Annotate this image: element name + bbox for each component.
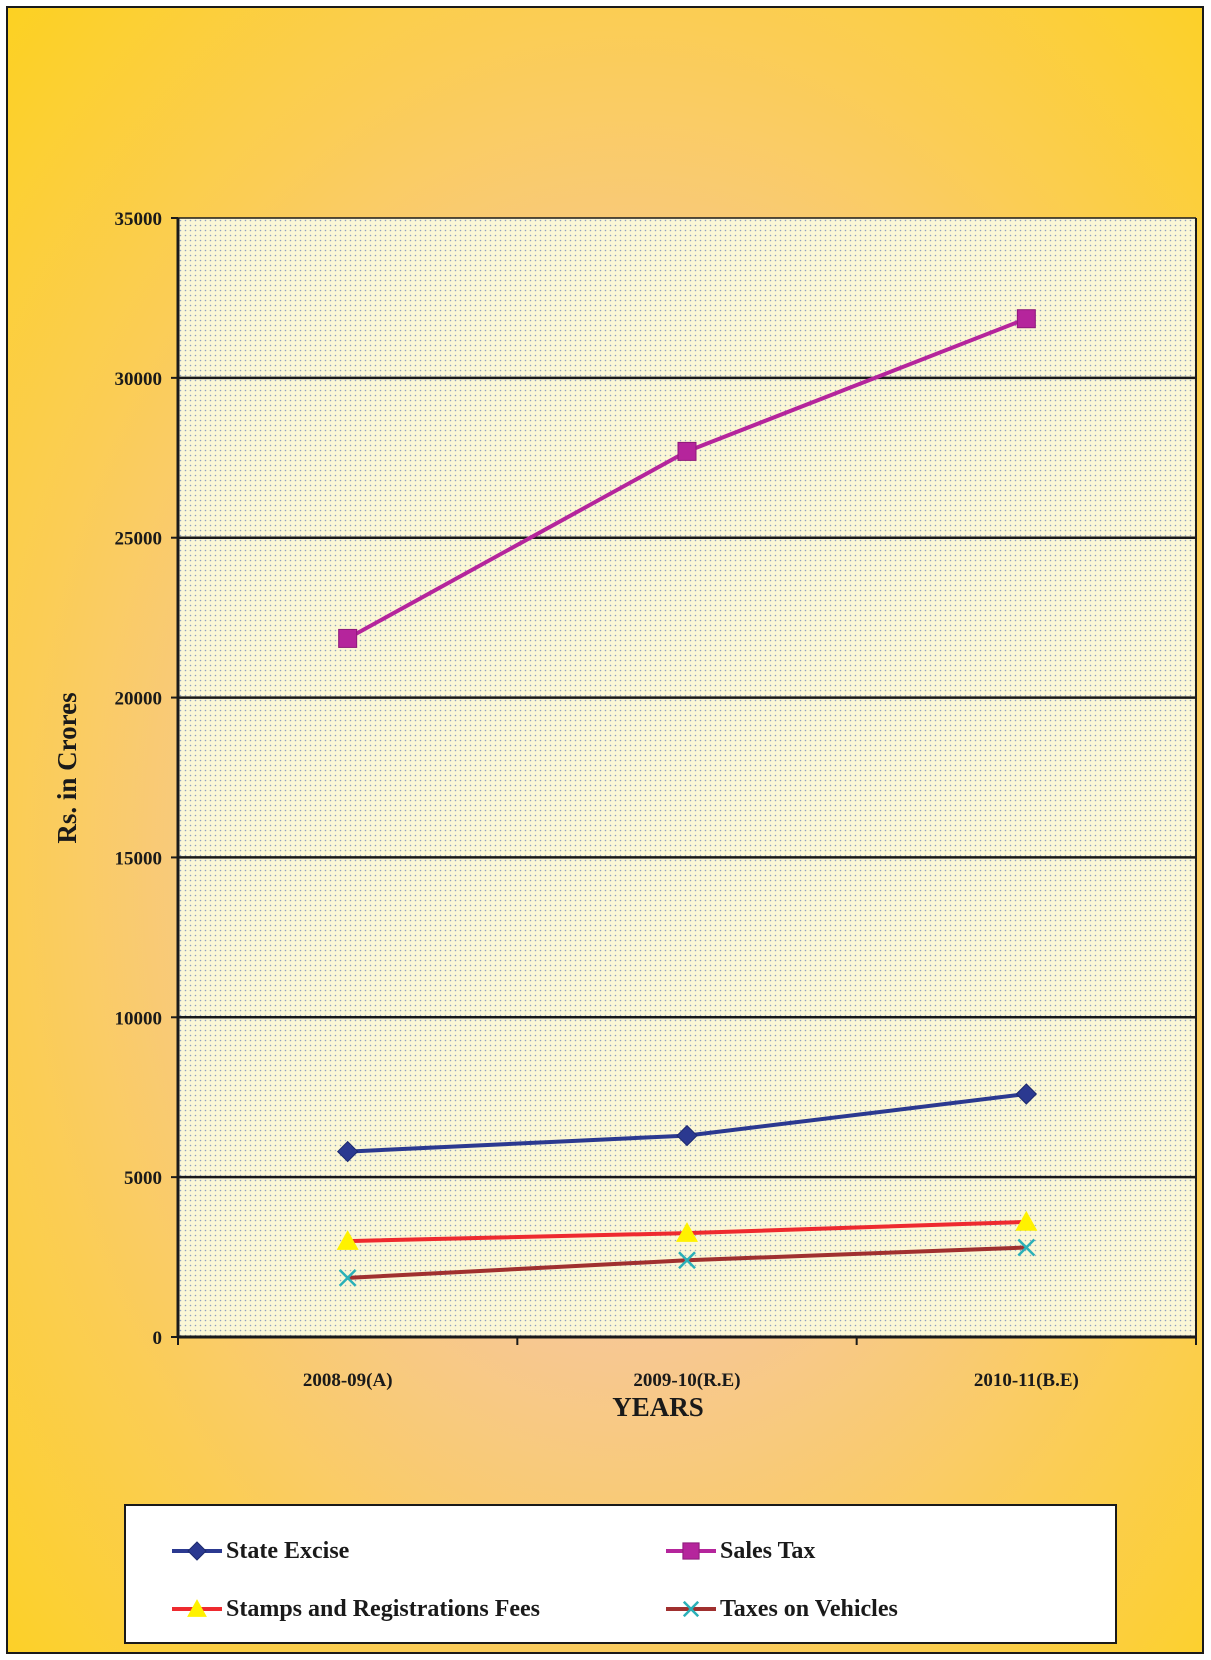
y-tick-label: 35000 <box>115 209 163 230</box>
series-0-point-2 <box>1015 1083 1038 1105</box>
y-tick-label: 15000 <box>115 848 163 869</box>
series-3-point-1 <box>678 1251 696 1270</box>
legend-swatch-2 <box>172 1599 222 1617</box>
y-tick-label: 20000 <box>115 689 163 710</box>
y-tick-label: 5000 <box>124 1168 162 1189</box>
series-2-point-1 <box>676 1222 698 1242</box>
legend-marker-1 <box>682 1542 700 1560</box>
legend-swatch-0 <box>172 1541 222 1561</box>
legend-label-3: Taxes on Vehicles <box>720 1596 898 1622</box>
series-1-point-2 <box>1016 309 1036 329</box>
x-tick-label: 2008-09(A) <box>303 1370 393 1391</box>
legend-marker-3 <box>682 1600 700 1618</box>
series-3-point-0 <box>338 1268 357 1287</box>
legend-marker-0 <box>187 1541 207 1561</box>
y-tick-label: 0 <box>153 1328 163 1349</box>
series-1-point-0 <box>338 628 358 648</box>
y-tick-label: 30000 <box>115 369 163 390</box>
y-tick-label: 25000 <box>115 529 163 550</box>
x-tick-label: 2009-10(R.E) <box>633 1370 740 1391</box>
series-2-point-2 <box>1015 1210 1038 1231</box>
legend: State Excise Sales Tax Stamps and Registra… <box>124 1504 1117 1644</box>
series-2-point-0 <box>336 1230 359 1250</box>
series-0-point-0 <box>336 1140 359 1163</box>
legend-label-2: Stamps and Registrations Fees <box>226 1596 541 1622</box>
series-0-point-1 <box>676 1124 698 1147</box>
legend-marker-2 <box>187 1599 207 1617</box>
y-axis-title: Rs. in Crores <box>52 692 82 843</box>
legend-swatch-1 <box>666 1542 716 1560</box>
x-tick-label: 2010-11(B.E) <box>974 1370 1079 1391</box>
plot-area <box>178 218 1196 1337</box>
legend-swatch-3 <box>666 1600 716 1618</box>
series-3-point-2 <box>1017 1238 1036 1257</box>
y-tick-label: 10000 <box>115 1008 163 1029</box>
x-axis-title: YEARS <box>612 1392 704 1422</box>
legend-label-1: Sales Tax <box>720 1538 816 1564</box>
line-chart: 0 5000 10000 15000 20000 25000 30000 35000 2008-… <box>52 209 1197 1422</box>
chart-frame: 0 5000 10000 15000 20000 25000 30000 35000 2008-… <box>6 6 1204 1654</box>
legend-label-0: State Excise <box>226 1538 350 1564</box>
series-1-point-1 <box>677 441 697 461</box>
